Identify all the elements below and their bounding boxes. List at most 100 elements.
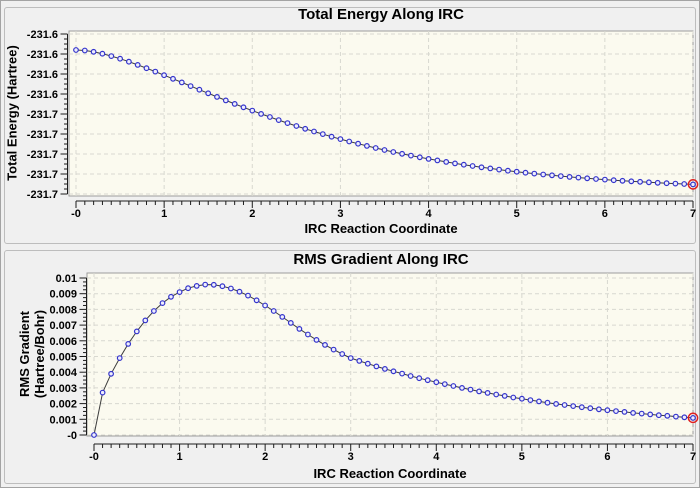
data-point-marker[interactable]	[176, 289, 183, 296]
data-point-marker[interactable]	[287, 320, 294, 326]
data-point-marker[interactable]	[227, 285, 234, 292]
data-point-marker[interactable]	[484, 390, 491, 396]
data-point-marker[interactable]	[143, 65, 150, 72]
data-point-marker[interactable]	[347, 355, 354, 362]
data-point-marker[interactable]	[390, 368, 397, 375]
data-point-marker[interactable]	[424, 377, 431, 384]
data-point-marker[interactable]	[544, 399, 551, 406]
data-point-marker[interactable]	[302, 125, 309, 132]
data-point-marker[interactable]	[416, 154, 423, 161]
data-point-marker[interactable]	[279, 314, 286, 320]
data-point-marker[interactable]	[604, 407, 611, 414]
data-point-marker[interactable]	[637, 178, 643, 185]
data-point-marker[interactable]	[116, 355, 123, 362]
data-point-marker[interactable]	[134, 62, 141, 68]
data-point-marker[interactable]	[187, 83, 194, 89]
data-point-marker[interactable]	[681, 181, 688, 187]
data-point-marker[interactable]	[262, 302, 269, 309]
data-point-marker[interactable]	[293, 123, 300, 129]
data-point-marker[interactable]	[602, 176, 608, 183]
data-point-marker[interactable]	[339, 351, 346, 357]
data-point-marker[interactable]	[416, 375, 423, 382]
data-point-marker[interactable]	[501, 393, 508, 399]
data-point-marker[interactable]	[399, 370, 406, 377]
data-point-marker[interactable]	[270, 308, 277, 314]
data-point-marker[interactable]	[305, 331, 311, 338]
data-point-marker[interactable]	[284, 120, 291, 126]
data-point-marker[interactable]	[510, 394, 517, 401]
data-point-marker[interactable]	[245, 292, 251, 299]
data-point-marker[interactable]	[337, 136, 344, 143]
data-point-marker[interactable]	[452, 160, 458, 167]
data-point-marker[interactable]	[587, 405, 594, 412]
data-point-marker[interactable]	[73, 47, 79, 53]
data-point-marker[interactable]	[505, 167, 511, 174]
data-point-marker[interactable]	[513, 168, 520, 175]
data-point-marker[interactable]	[613, 408, 619, 415]
data-point-marker[interactable]	[578, 404, 585, 411]
data-point-marker[interactable]	[222, 97, 229, 104]
data-point-marker[interactable]	[311, 128, 317, 135]
data-point-marker[interactable]	[330, 346, 337, 353]
selected-point-highlight[interactable]	[687, 412, 699, 424]
data-point-marker[interactable]	[322, 342, 328, 348]
data-point-marker[interactable]	[170, 75, 176, 82]
data-point-marker[interactable]	[99, 389, 106, 396]
data-point-marker[interactable]	[467, 386, 474, 393]
data-point-marker[interactable]	[433, 379, 440, 386]
data-point-marker[interactable]	[210, 281, 217, 288]
data-point-marker[interactable]	[356, 358, 363, 364]
data-point-marker[interactable]	[549, 172, 555, 179]
data-point-marker[interactable]	[364, 360, 371, 367]
data-point-marker[interactable]	[536, 398, 542, 405]
data-point-marker[interactable]	[664, 412, 671, 419]
data-point-marker[interactable]	[584, 175, 591, 182]
data-point-marker[interactable]	[168, 293, 174, 300]
data-point-marker[interactable]	[152, 68, 159, 75]
data-point-marker[interactable]	[81, 47, 88, 54]
data-point-marker[interactable]	[561, 402, 568, 408]
data-point-marker[interactable]	[178, 79, 185, 86]
data-point-marker[interactable]	[236, 288, 243, 295]
data-point-marker[interactable]	[459, 385, 465, 391]
data-point-marker[interactable]	[108, 53, 115, 59]
data-point-marker[interactable]	[249, 107, 256, 114]
data-point-marker[interactable]	[355, 140, 362, 147]
data-point-marker[interactable]	[593, 176, 599, 182]
data-point-marker[interactable]	[117, 55, 123, 62]
data-point-marker[interactable]	[90, 48, 97, 55]
data-point-marker[interactable]	[205, 90, 212, 97]
data-point-marker[interactable]	[381, 147, 388, 153]
data-point-marker[interactable]	[296, 326, 303, 332]
data-point-marker[interactable]	[519, 395, 525, 402]
data-point-marker[interactable]	[390, 149, 397, 155]
data-point-marker[interactable]	[619, 177, 626, 184]
data-point-marker[interactable]	[566, 173, 573, 180]
data-point-marker[interactable]	[407, 373, 414, 379]
data-point-marker[interactable]	[443, 158, 450, 165]
data-point-marker[interactable]	[196, 86, 203, 93]
data-point-marker[interactable]	[646, 179, 652, 186]
data-point-marker[interactable]	[328, 133, 335, 140]
data-point-marker[interactable]	[487, 165, 494, 172]
data-point-marker[interactable]	[610, 177, 617, 184]
data-point-marker[interactable]	[408, 152, 414, 159]
data-point-marker[interactable]	[621, 409, 628, 415]
data-point-marker[interactable]	[540, 171, 547, 178]
data-point-marker[interactable]	[319, 131, 326, 138]
data-point-marker[interactable]	[690, 415, 696, 421]
data-point-marker[interactable]	[346, 138, 353, 145]
data-point-marker[interactable]	[240, 104, 247, 111]
data-point-marker[interactable]	[557, 173, 564, 180]
data-point-marker[interactable]	[527, 397, 534, 404]
data-point-marker[interactable]	[655, 412, 662, 419]
data-point-marker[interactable]	[663, 180, 670, 187]
data-point-marker[interactable]	[673, 413, 679, 420]
data-point-marker[interactable]	[185, 285, 192, 292]
data-point-marker[interactable]	[628, 178, 635, 185]
data-point-marker[interactable]	[654, 179, 661, 186]
data-point-marker[interactable]	[214, 93, 220, 100]
data-point-marker[interactable]	[133, 328, 140, 335]
data-point-marker[interactable]	[575, 174, 582, 181]
data-point-marker[interactable]	[219, 283, 226, 290]
